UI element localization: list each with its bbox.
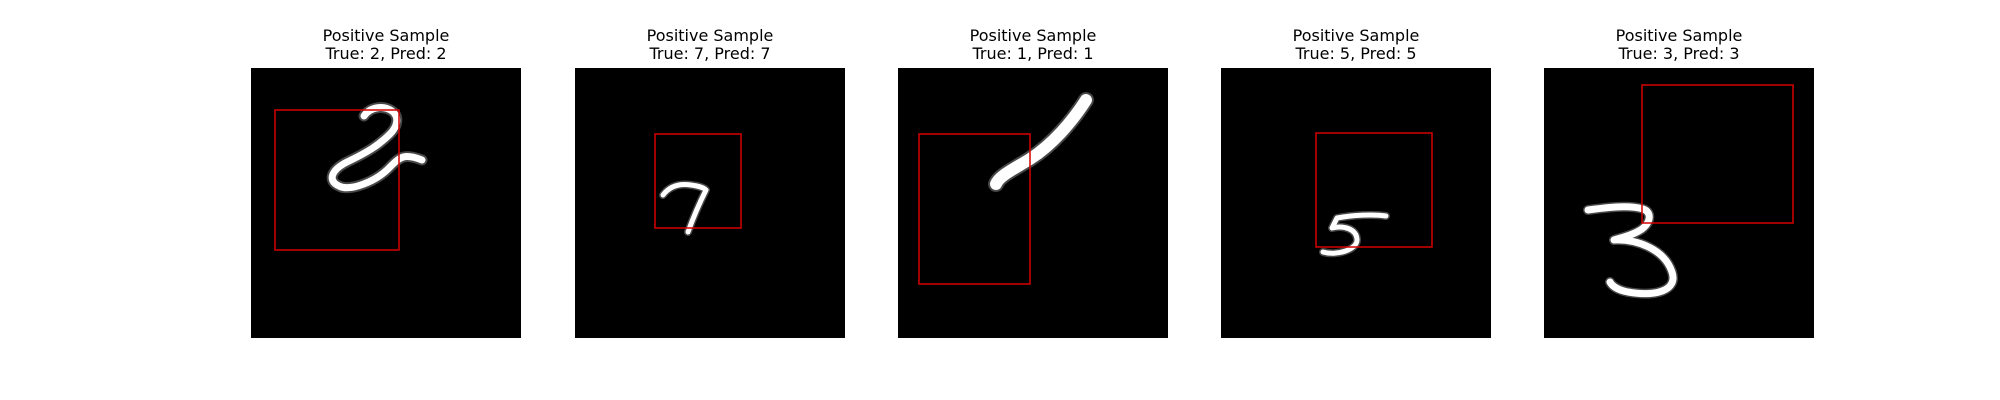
panel-title: Positive Sample True: 2, Pred: 2 [251,27,521,63]
sample-panel: Positive Sample True: 2, Pred: 2 [251,0,521,400]
digit-seven-icon [663,184,706,232]
digit-image [1221,68,1491,338]
digit-image [1544,68,1814,338]
panel-title: Positive Sample True: 7, Pred: 7 [575,27,845,63]
sample-panel: Positive Sample True: 5, Pred: 5 [1221,0,1491,400]
sample-panel: Positive Sample True: 1, Pred: 1 [898,0,1168,400]
panel-title-line2: True: 5, Pred: 5 [1221,45,1491,63]
prediction-box [919,134,1030,284]
panel-title-line1: Positive Sample [251,27,521,45]
digit-image [898,68,1168,338]
panel-title-line1: Positive Sample [575,27,845,45]
digit-image-canvas [1544,68,1814,338]
digit-one-icon [996,100,1086,184]
digit-image-canvas [575,68,845,338]
digit-image [575,68,845,338]
digit-three-icon [1588,207,1673,294]
digit-image-canvas [1221,68,1491,338]
sample-panel: Positive Sample True: 7, Pred: 7 [575,0,845,400]
digit-image-canvas [898,68,1168,338]
digit-two-icon [332,108,422,188]
digit-image [251,68,521,338]
panel-title-line1: Positive Sample [898,27,1168,45]
sample-panel: Positive Sample True: 3, Pred: 3 [1544,0,1814,400]
panel-title: Positive Sample True: 1, Pred: 1 [898,27,1168,63]
panel-title-line2: True: 7, Pred: 7 [575,45,845,63]
panel-title-line2: True: 1, Pred: 1 [898,45,1168,63]
panel-title-line1: Positive Sample [1221,27,1491,45]
prediction-box [1642,85,1793,223]
panel-title: Positive Sample True: 3, Pred: 3 [1544,27,1814,63]
digit-image-canvas [251,68,521,338]
panel-title-line1: Positive Sample [1544,27,1814,45]
panel-title-line2: True: 3, Pred: 3 [1544,45,1814,63]
panel-title: Positive Sample True: 5, Pred: 5 [1221,27,1491,63]
panel-title-line2: True: 2, Pred: 2 [251,45,521,63]
